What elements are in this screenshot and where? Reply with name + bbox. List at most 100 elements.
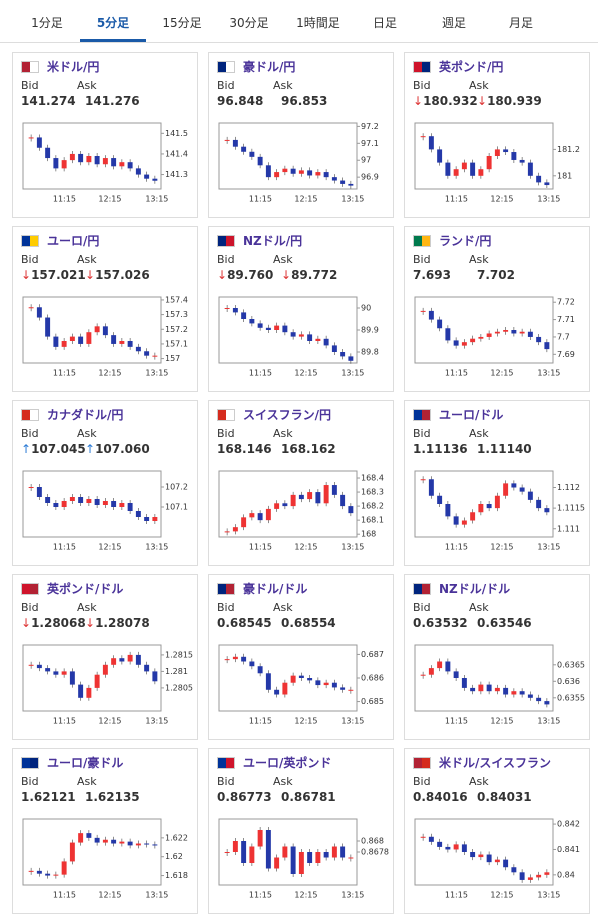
tab[interactable]: 1時間足 [296,16,340,30]
candle [315,172,321,176]
candle [232,527,238,532]
rate-card[interactable]: ユーロ/豪ドル Bid Ask 1.62121 1.62135 1.618 1.62 1.62… [12,748,198,914]
candle [307,334,313,341]
candle [527,331,533,337]
direction-arrow: ↑ [85,442,96,456]
tab[interactable]: 週足 [441,16,466,30]
candle [527,694,533,698]
direction-arrow: ↓ [21,268,32,282]
x-tick-label: 11:15 [53,543,76,552]
x-tick-label: 12:15 [294,891,317,900]
candle [249,151,255,157]
tab[interactable]: 月足 [508,16,533,30]
candle [111,839,117,844]
y-tick-label: 0.841 [557,845,580,854]
x-tick-label: 13:15 [145,891,168,900]
x-tick-label: 13:15 [537,717,560,726]
direction-arrow: ↓ [477,94,488,108]
candle [544,342,550,350]
mini-chart: 141.3 141.4 141.5 11:15 12:15 13:15 [22,122,188,204]
flag [21,409,39,421]
tab[interactable]: 30分足 [229,16,269,30]
candle [249,513,255,518]
candle [428,836,434,842]
rate-card[interactable]: スイスフラン/円 Bid Ask 168.146 168.162 168 168.1 168.… [208,400,394,566]
tab[interactable]: 1分足 [31,16,63,30]
rate-card[interactable]: カナダドル/円 Bid Ask ↑107.045 ↑107.060 107.1 107.2 1… [12,400,198,566]
candle [437,661,443,669]
bid-label: Bid [217,427,235,440]
rate-card[interactable]: 豪ドル/ドル Bid Ask 0.68545 0.68554 0.685 0.686 0.68… [208,574,394,740]
candle [36,137,42,148]
x-tick-label: 13:15 [145,543,168,552]
mini-chart: 1.2805 1.281 1.2815 11:15 12:15 13:15 [22,644,193,726]
x-tick-label: 11:15 [53,891,76,900]
candle [135,654,141,665]
rate-card[interactable]: ユーロ/円 Bid Ask ↓157.021 ↓157.026 157 157.1 157.2… [12,226,198,392]
candle [461,162,467,170]
y-tick-label: 0.686 [361,674,384,683]
ask-value: ↓157.026 [85,268,150,282]
ask-value: 96.853 [281,94,327,108]
rate-card[interactable]: 英ポンド/円 Bid Ask ↓180.932 ↓180.939 181 181.2 11:1… [404,52,590,218]
candle [94,837,100,843]
y-tick-label: 1.112 [557,483,580,492]
candle [86,499,92,503]
x-tick-label: 13:15 [537,543,560,552]
candle [428,479,434,496]
candle [282,168,288,173]
x-tick-label: 11:15 [249,891,272,900]
candle [544,701,550,705]
pair-name: スイスフラン/円 [243,408,332,422]
candle [224,531,230,533]
y-tick-label: 1.618 [165,871,188,880]
bid-value: 7.693 [413,268,451,282]
plot-frame [218,644,358,712]
rate-card[interactable]: 米ドル/スイスフラン Bid Ask 0.84016 0.84031 0.84 0.841 0… [404,748,590,914]
rate-card[interactable]: 豪ドル/円 Bid Ask 96.848 96.853 96.9 97 97.1 97.2 11:… [208,52,394,218]
candle [519,872,525,880]
tab[interactable]: 15分足 [162,16,202,30]
rate-card[interactable]: ユーロ/ドル Bid Ask 1.11136 1.11140 1.111 1.1115 1.1… [404,400,590,566]
y-tick-label: 107.2 [165,483,188,492]
candle [241,841,247,863]
direction-arrow: ↓ [413,94,424,108]
candle [494,149,500,156]
x-tick-label: 13:15 [145,369,168,378]
candle [331,682,337,688]
x-tick-label: 11:15 [445,195,468,204]
candle [127,841,133,846]
bid-value: ↑107.045 [21,442,86,456]
x-tick-label: 12:15 [490,195,513,204]
candle [420,479,426,481]
tab[interactable]: 5分足 [80,0,146,42]
candle [340,687,346,690]
candle [298,852,304,874]
candle [503,149,509,153]
candle [265,830,271,869]
candle [45,317,51,337]
candle [503,483,509,496]
ask-value: 1.11140 [477,442,532,456]
rate-card[interactable]: ランド/円 Bid Ask 7.693 7.702 7.69 7.7 7.71 7.72 11:1… [404,226,590,392]
candle [445,846,451,850]
candle [274,172,280,178]
mini-chart: 0.685 0.686 0.687 11:15 12:15 13:15 [218,644,384,726]
rate-card[interactable]: 英ポンド/ドル Bid Ask ↓1.28068 ↓1.28078 1.2805 1.281… [12,574,198,740]
x-tick-label: 11:15 [53,717,76,726]
rate-card[interactable]: NZドル/円 Bid Ask ↓89.760 ↓89.772 89.8 89.9 90 11:1… [208,226,394,392]
bid: 0.68545 [217,616,272,630]
rate-card[interactable]: NZドル/ドル Bid Ask 0.63532 0.63546 0.6355 0.636 0.… [404,574,590,740]
candle [536,697,542,702]
candle [428,310,434,320]
rate-card[interactable]: ユーロ/英ポンド Bid Ask 0.86773 0.86781 0.8678 0.868 1… [208,748,394,914]
candle [111,335,117,344]
candle [511,483,517,488]
ask: 0.63546 [477,616,532,630]
candle [61,671,67,675]
candle [257,323,263,328]
bid: 89.760 [227,268,274,282]
candle [331,177,337,181]
tab[interactable]: 日足 [372,16,397,30]
rate-card[interactable]: 米ドル/円 Bid Ask 141.274 141.276 141.3 141.4 141.5… [12,52,198,218]
